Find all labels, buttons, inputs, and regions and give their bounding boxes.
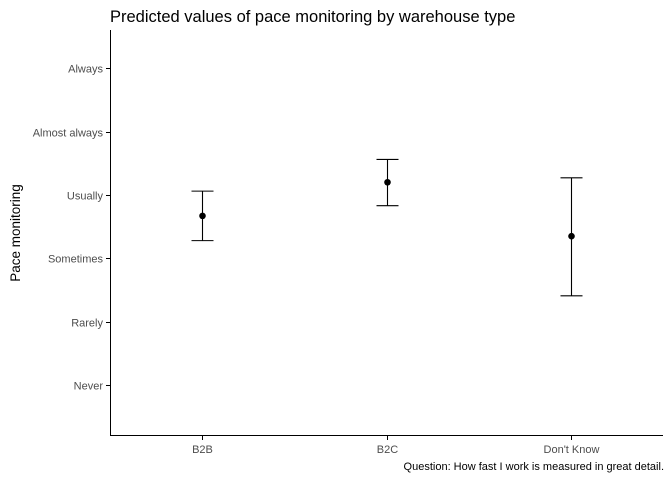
data-point: [199, 212, 206, 220]
x-tick-label: Don't Know: [544, 444, 600, 456]
x-tick-label: B2B: [192, 444, 213, 456]
y-tick-label: Never: [74, 381, 104, 393]
data-marks: [191, 158, 583, 297]
y-ticks: Never Rarely Sometimes Usually Almost always…: [33, 64, 110, 393]
y-tick-label: Almost always: [33, 128, 104, 140]
y-tick-label: Usually: [67, 191, 104, 203]
y-axis-title: Pace monitoring: [8, 184, 23, 282]
chart-title: Predicted values of pace monitoring by w…: [110, 8, 515, 26]
data-point: [568, 232, 575, 240]
y-tick-label: Rarely: [71, 318, 103, 330]
y-tick-label: Sometimes: [48, 254, 104, 266]
chart-caption: Question: How fast I work is measured in…: [404, 461, 664, 473]
x-tick-label: B2C: [377, 444, 398, 456]
x-ticks: B2B B2C Don't Know: [192, 436, 600, 456]
data-point: [384, 178, 391, 186]
y-tick-label: Always: [68, 64, 103, 76]
